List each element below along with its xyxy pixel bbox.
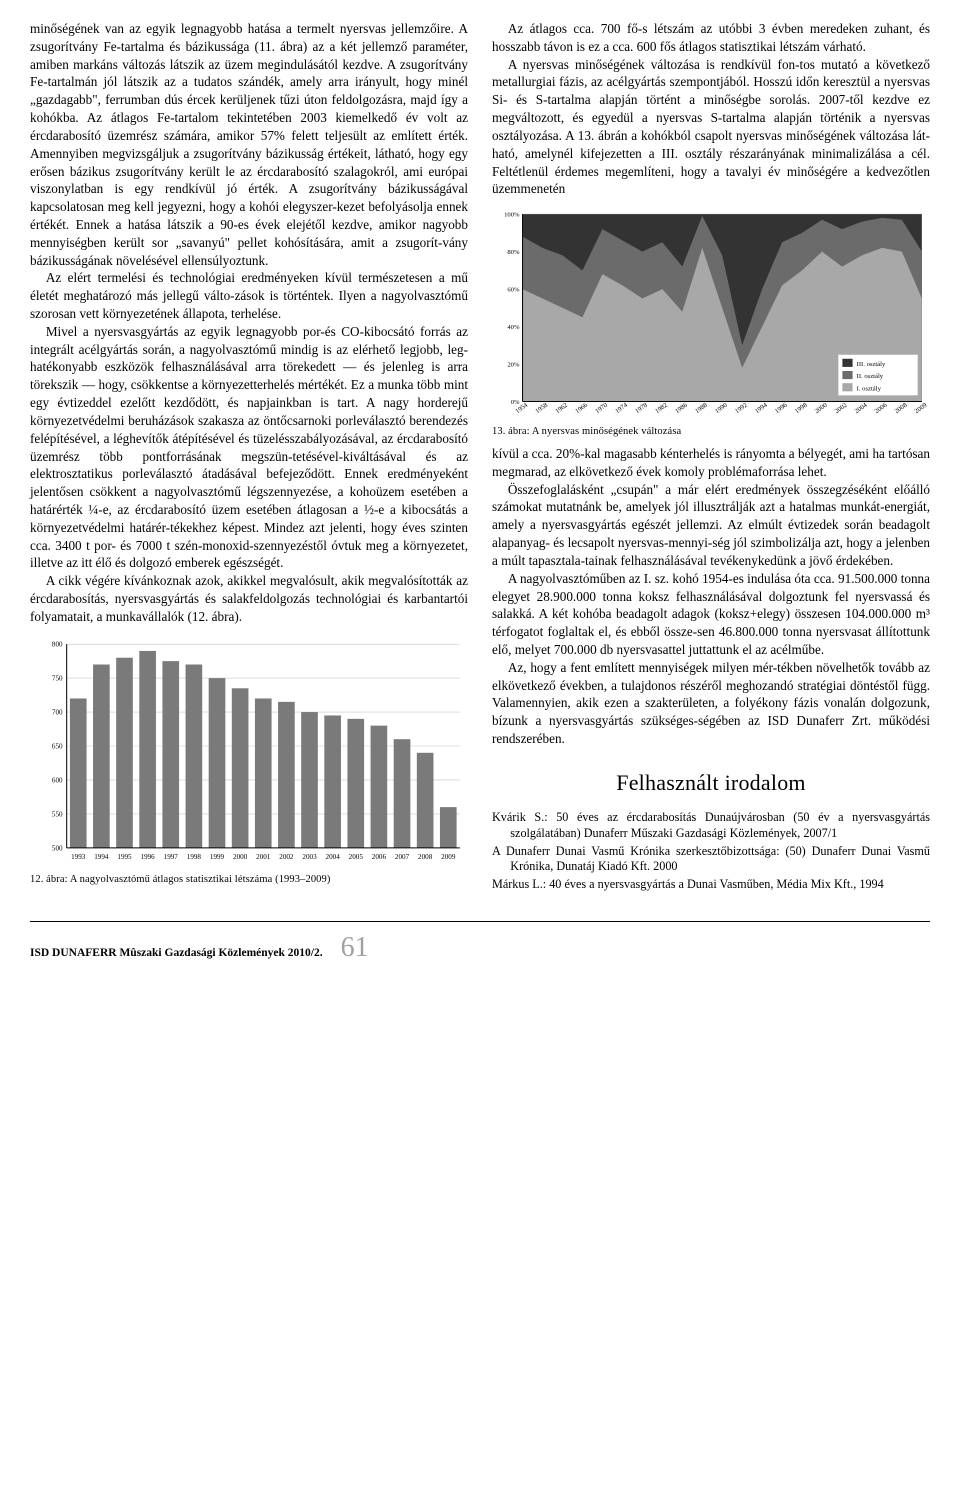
svg-text:1997: 1997 [164, 853, 179, 861]
svg-text:1999: 1999 [210, 853, 225, 861]
area-chart-figure: 0%20%40%60%80%100%1954195819621966197019… [492, 208, 930, 422]
svg-text:550: 550 [52, 810, 63, 818]
svg-text:1998: 1998 [187, 853, 202, 861]
bar-chart-figure: 500 550 600 650 700 750 800 1993 1994 1995 1996 199… [30, 636, 468, 870]
bar-chart-caption: 12. ábra: A nagyolvasztómű átlagos stati… [30, 874, 468, 885]
svg-text:750: 750 [52, 674, 63, 682]
svg-text:1995: 1995 [117, 853, 132, 861]
para: Az elért termelési és technológiai eredm… [30, 269, 468, 322]
reference-entry: A Dunaferr Dunai Vasmű Krónika szerkeszt… [492, 844, 930, 876]
svg-text:80%: 80% [507, 249, 520, 256]
reference-entry: Márkus L.: 40 éves a nyersvasgyártás a D… [492, 877, 930, 893]
svg-text:2004: 2004 [326, 853, 341, 861]
svg-text:1996: 1996 [141, 853, 156, 861]
svg-text:700: 700 [52, 708, 63, 716]
svg-text:60%: 60% [507, 287, 520, 294]
svg-text:800: 800 [52, 640, 63, 648]
left-text: minőségének van az egyik legnagyobb hatá… [30, 20, 468, 626]
para: A cikk végére kívánkoznak azok, akikkel … [30, 572, 468, 625]
svg-text:2007: 2007 [395, 853, 410, 861]
svg-text:40%: 40% [507, 324, 520, 331]
svg-text:2000: 2000 [233, 853, 248, 861]
svg-text:500: 500 [52, 844, 63, 852]
svg-text:20%: 20% [507, 362, 520, 369]
svg-text:2005: 2005 [349, 853, 364, 861]
right-column: Az átlagos cca. 700 fő-s létszám az utób… [492, 20, 930, 895]
svg-text:650: 650 [52, 742, 63, 750]
para: A nyersvas minőségének változása is rend… [492, 56, 930, 199]
svg-text:1993: 1993 [71, 853, 86, 861]
para: Az, hogy a fent említett mennyiségek mil… [492, 659, 930, 748]
svg-text:III. osztály: III. osztály [857, 361, 886, 368]
left-column: minőségének van az egyik legnagyobb hatá… [30, 20, 468, 895]
right-text-upper: Az átlagos cca. 700 fő-s létszám az utób… [492, 20, 930, 198]
area-chart-svg: 0%20%40%60%80%100%1954195819621966197019… [492, 208, 930, 422]
svg-text:2009: 2009 [441, 853, 456, 861]
svg-text:2001: 2001 [256, 853, 271, 861]
para: kívül a cca. 20%-kal magasabb kénterhelé… [492, 445, 930, 481]
para: minőségének van az egyik legnagyobb hatá… [30, 20, 468, 269]
reference-entry: Kvárik S.: 50 éves az ércdarabosítás Dun… [492, 810, 930, 842]
bibliography-list: Kvárik S.: 50 éves az ércdarabosítás Dun… [492, 810, 930, 893]
svg-text:600: 600 [52, 776, 63, 784]
footer-page-number: 61 [341, 932, 369, 964]
para: A nagyolvasztóműben az I. sz. kohó 1954-… [492, 570, 930, 659]
svg-text:2002: 2002 [279, 853, 294, 861]
svg-text:I. osztály: I. osztály [857, 385, 882, 392]
svg-text:2008: 2008 [418, 853, 433, 861]
svg-text:2003: 2003 [302, 853, 317, 861]
svg-text:2006: 2006 [372, 853, 387, 861]
svg-text:1994: 1994 [94, 853, 109, 861]
area-chart-caption: 13. ábra: A nyersvas minőségének változá… [492, 426, 930, 437]
footer: ISD DUNAFERR Mûszaki Gazdasági Közlemény… [30, 921, 930, 964]
bar-chart-svg: 500 550 600 650 700 750 800 1993 1994 1995 1996 199… [30, 636, 468, 870]
svg-text:II. osztály: II. osztály [857, 373, 884, 380]
para: Összefoglalásként „csupán" a már elért e… [492, 481, 930, 570]
svg-text:100%: 100% [504, 212, 520, 219]
para: Az átlagos cca. 700 fő-s létszám az utób… [492, 20, 930, 56]
right-text-lower: kívül a cca. 20%-kal magasabb kénterhelé… [492, 445, 930, 748]
footer-publication: ISD DUNAFERR Mûszaki Gazdasági Közlemény… [30, 947, 323, 959]
svg-text:0%: 0% [511, 399, 520, 406]
bibliography-title: Felhasznált irodalom [492, 770, 930, 796]
para: Mivel a nyersvasgyártás az egyik legnagy… [30, 323, 468, 572]
